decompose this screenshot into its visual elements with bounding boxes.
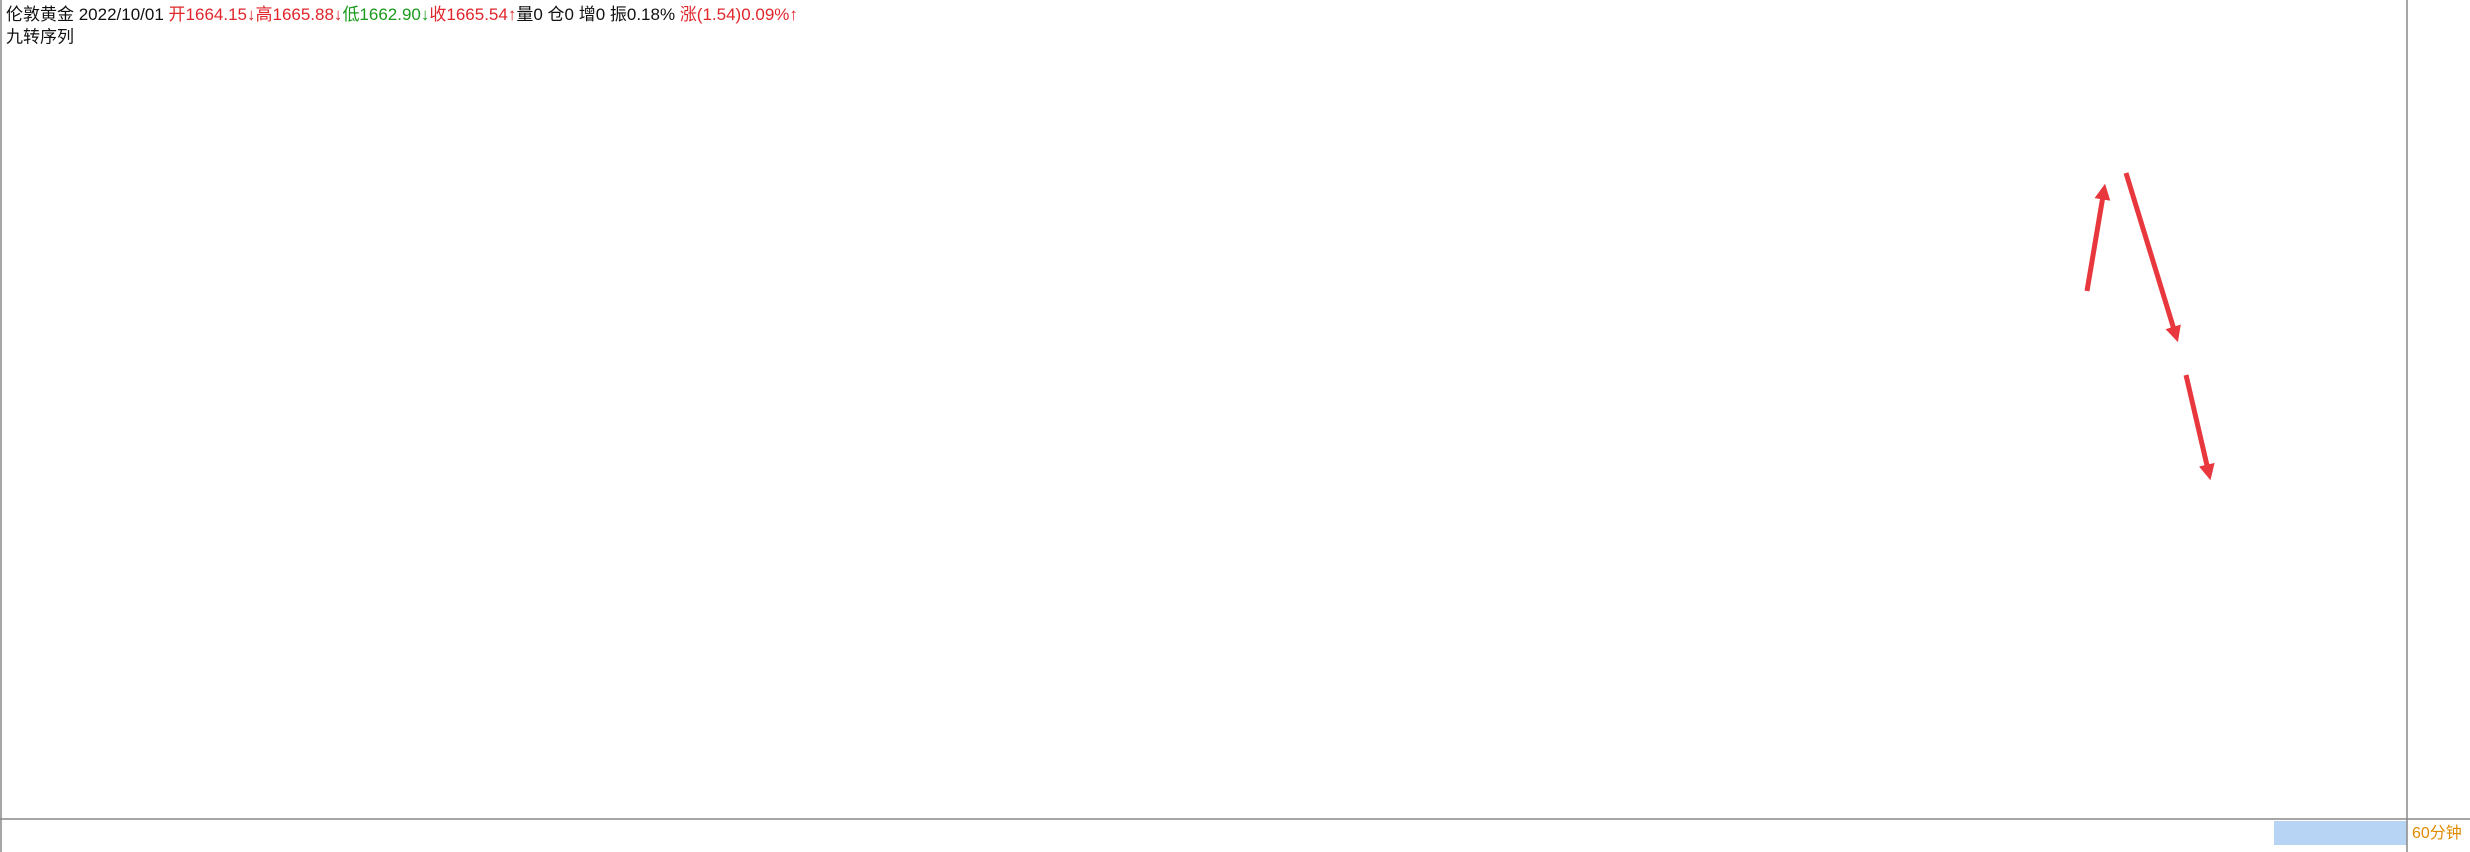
future-date-band	[2274, 821, 2407, 845]
quote-header: 伦敦黄金 2022/10/01 开1664.15↓高1665.88↓低1662.…	[6, 5, 798, 24]
change-quote: 涨(1.54)0.09%↑	[680, 5, 798, 24]
forecast-arrows	[2084, 172, 2215, 481]
arrow-up	[2084, 183, 2111, 292]
low-quote: 低1662.90↓	[342, 5, 429, 24]
high-quote: 高1665.88↓	[255, 5, 342, 24]
arrow-down	[2183, 374, 2215, 481]
period-label: 60分钟	[2412, 824, 2462, 842]
close-quote: 收1665.54↑	[429, 5, 516, 24]
volume-info: 量0 仓0 增0 振0.18%	[516, 5, 679, 24]
symbol-date: 伦敦黄金 2022/10/01	[6, 5, 169, 24]
open-quote: 开1664.15↓	[169, 5, 256, 24]
arrow-down	[2123, 172, 2181, 343]
indicator-name: 九转序列	[6, 27, 74, 46]
